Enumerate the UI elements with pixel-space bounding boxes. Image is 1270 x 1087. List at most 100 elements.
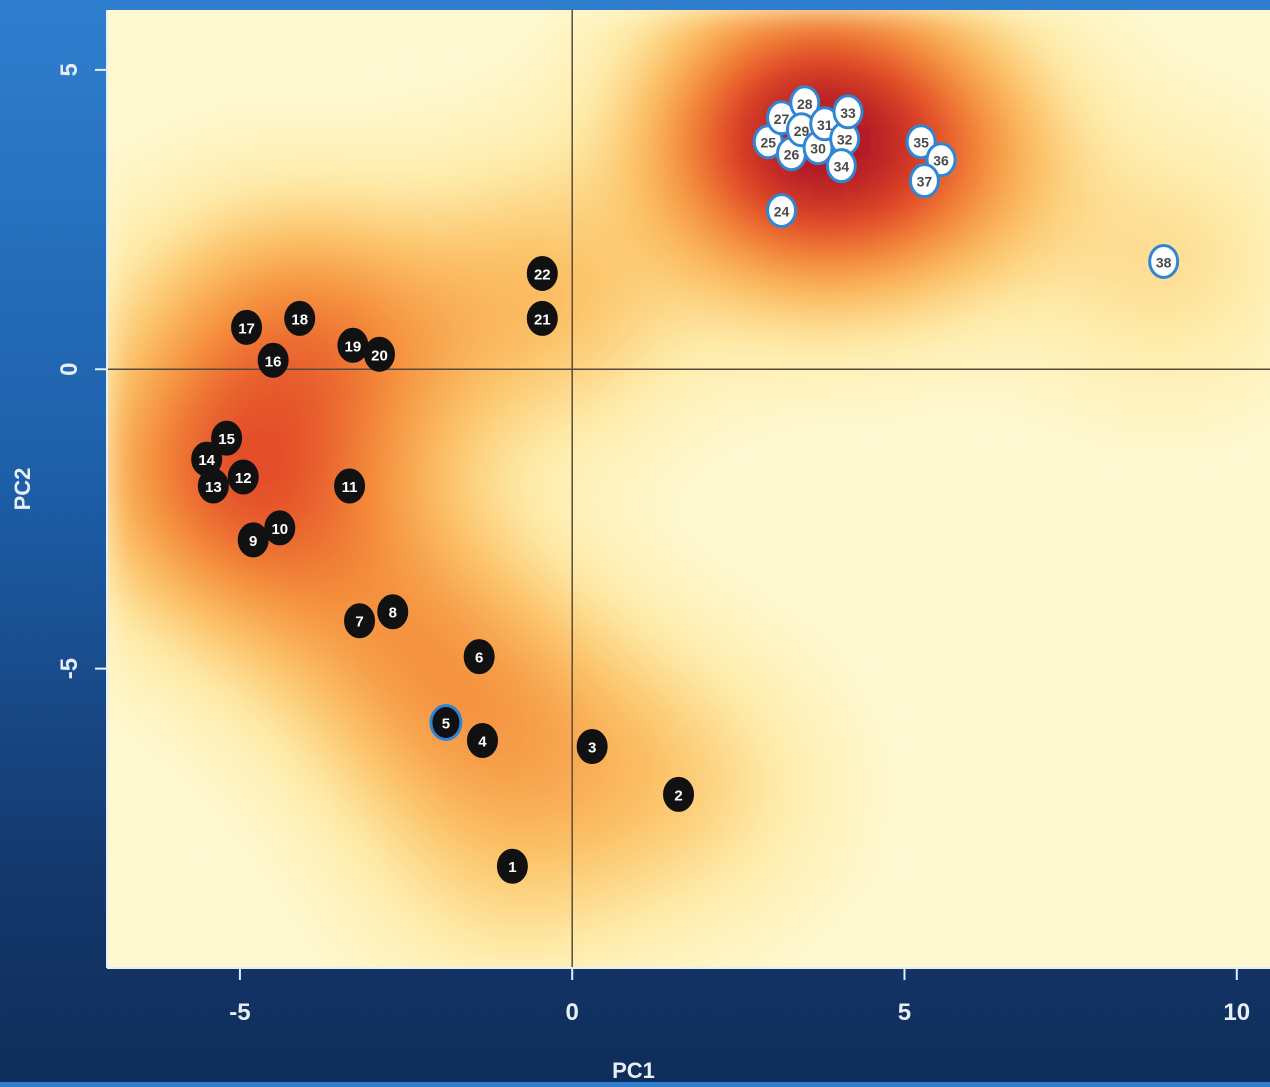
point-marker xyxy=(237,522,269,558)
point-marker xyxy=(377,594,409,630)
point-label: 36 xyxy=(933,153,949,169)
y-tick-label: 5 xyxy=(56,63,83,76)
point-label: 8 xyxy=(389,605,397,622)
point-marker xyxy=(908,163,940,199)
point-marker xyxy=(257,342,289,378)
point-marker xyxy=(832,94,864,130)
point-marker xyxy=(766,193,798,229)
point-3: 3 xyxy=(576,728,608,764)
point-marker xyxy=(191,441,223,477)
point-6: 6 xyxy=(463,639,495,675)
point-5: 5 xyxy=(429,704,463,742)
point-18: 18 xyxy=(284,300,316,336)
point-label: 30 xyxy=(810,141,826,157)
point-22: 22 xyxy=(526,255,558,291)
point-label: 10 xyxy=(271,521,288,538)
x-tick-label: 10 xyxy=(1223,999,1250,1026)
point-label: 18 xyxy=(291,311,308,328)
point-label: 37 xyxy=(917,174,933,190)
point-7: 7 xyxy=(344,603,376,639)
point-label: 33 xyxy=(840,105,856,121)
point-marker xyxy=(211,420,243,456)
point-32: 32 xyxy=(829,121,861,157)
point-12: 12 xyxy=(227,459,259,495)
x-tick-label: 0 xyxy=(566,999,579,1026)
point-marker xyxy=(363,336,395,372)
point-19: 19 xyxy=(337,327,369,363)
point-9: 9 xyxy=(237,522,269,558)
point-10: 10 xyxy=(264,510,296,546)
point-label: 14 xyxy=(198,452,215,469)
point-label: 5 xyxy=(442,716,450,733)
point-label: 29 xyxy=(794,123,810,139)
point-label: 12 xyxy=(235,470,252,487)
point-label: 19 xyxy=(345,338,362,355)
point-marker xyxy=(231,309,263,345)
point-label: 31 xyxy=(817,117,833,133)
point-14: 14 xyxy=(191,441,223,477)
point-label: 20 xyxy=(371,347,388,364)
data-points: 1234567891011121314151617181920212224252… xyxy=(191,85,1180,884)
point-20: 20 xyxy=(363,336,395,372)
point-marker xyxy=(284,300,316,336)
point-marker xyxy=(825,148,857,184)
point-38: 38 xyxy=(1148,243,1180,279)
point-label: 15 xyxy=(218,431,235,448)
point-label: 16 xyxy=(265,353,282,370)
point-21: 21 xyxy=(526,300,558,336)
point-marker xyxy=(344,603,376,639)
point-marker xyxy=(466,722,498,758)
point-label: 22 xyxy=(534,266,551,283)
point-label: 25 xyxy=(760,135,776,151)
point-label: 11 xyxy=(342,479,358,496)
point-8: 8 xyxy=(377,594,409,630)
point-label: 35 xyxy=(913,135,929,151)
point-marker xyxy=(429,704,463,742)
density-cells xyxy=(107,10,1270,968)
point-34: 34 xyxy=(825,148,857,184)
point-2: 2 xyxy=(663,776,695,812)
point-marker xyxy=(526,300,558,336)
point-35: 35 xyxy=(905,124,937,160)
point-1: 1 xyxy=(496,848,528,884)
x-tick-label: 5 xyxy=(898,999,911,1026)
point-11: 11 xyxy=(334,468,366,504)
point-13: 13 xyxy=(197,468,229,504)
y-axis-title: PC2 xyxy=(10,468,35,511)
axes: -5 0 5 10 -5 0 5 PC1 PC2 xyxy=(10,10,1270,1083)
point-marker xyxy=(1148,243,1180,279)
point-label: 34 xyxy=(834,159,850,175)
point-37: 37 xyxy=(908,163,940,199)
point-marker xyxy=(334,468,366,504)
point-marker xyxy=(227,459,259,495)
point-label: 28 xyxy=(797,96,813,112)
point-label: 6 xyxy=(475,650,483,667)
point-marker xyxy=(663,776,695,812)
point-label: 32 xyxy=(837,132,853,148)
point-label: 38 xyxy=(1156,254,1172,270)
point-marker xyxy=(496,848,528,884)
point-label: 24 xyxy=(774,204,790,220)
point-24: 24 xyxy=(766,193,798,229)
point-label: 13 xyxy=(205,479,222,496)
point-marker xyxy=(463,639,495,675)
point-label: 7 xyxy=(355,614,363,631)
x-axis-title: PC1 xyxy=(612,1058,655,1082)
point-label: 26 xyxy=(784,147,800,163)
point-label: 3 xyxy=(588,739,596,756)
point-label: 2 xyxy=(674,787,682,804)
reference-lines xyxy=(107,10,1270,968)
x-tick-label: -5 xyxy=(229,999,250,1026)
point-28: 28 xyxy=(789,85,821,121)
point-17: 17 xyxy=(231,309,263,345)
point-label: 21 xyxy=(534,311,551,328)
point-label: 9 xyxy=(249,533,257,550)
point-label: 4 xyxy=(478,733,487,750)
point-marker xyxy=(576,728,608,764)
point-33: 33 xyxy=(832,94,864,130)
point-marker xyxy=(264,510,296,546)
point-label: 27 xyxy=(774,111,790,127)
point-16: 16 xyxy=(257,342,289,378)
